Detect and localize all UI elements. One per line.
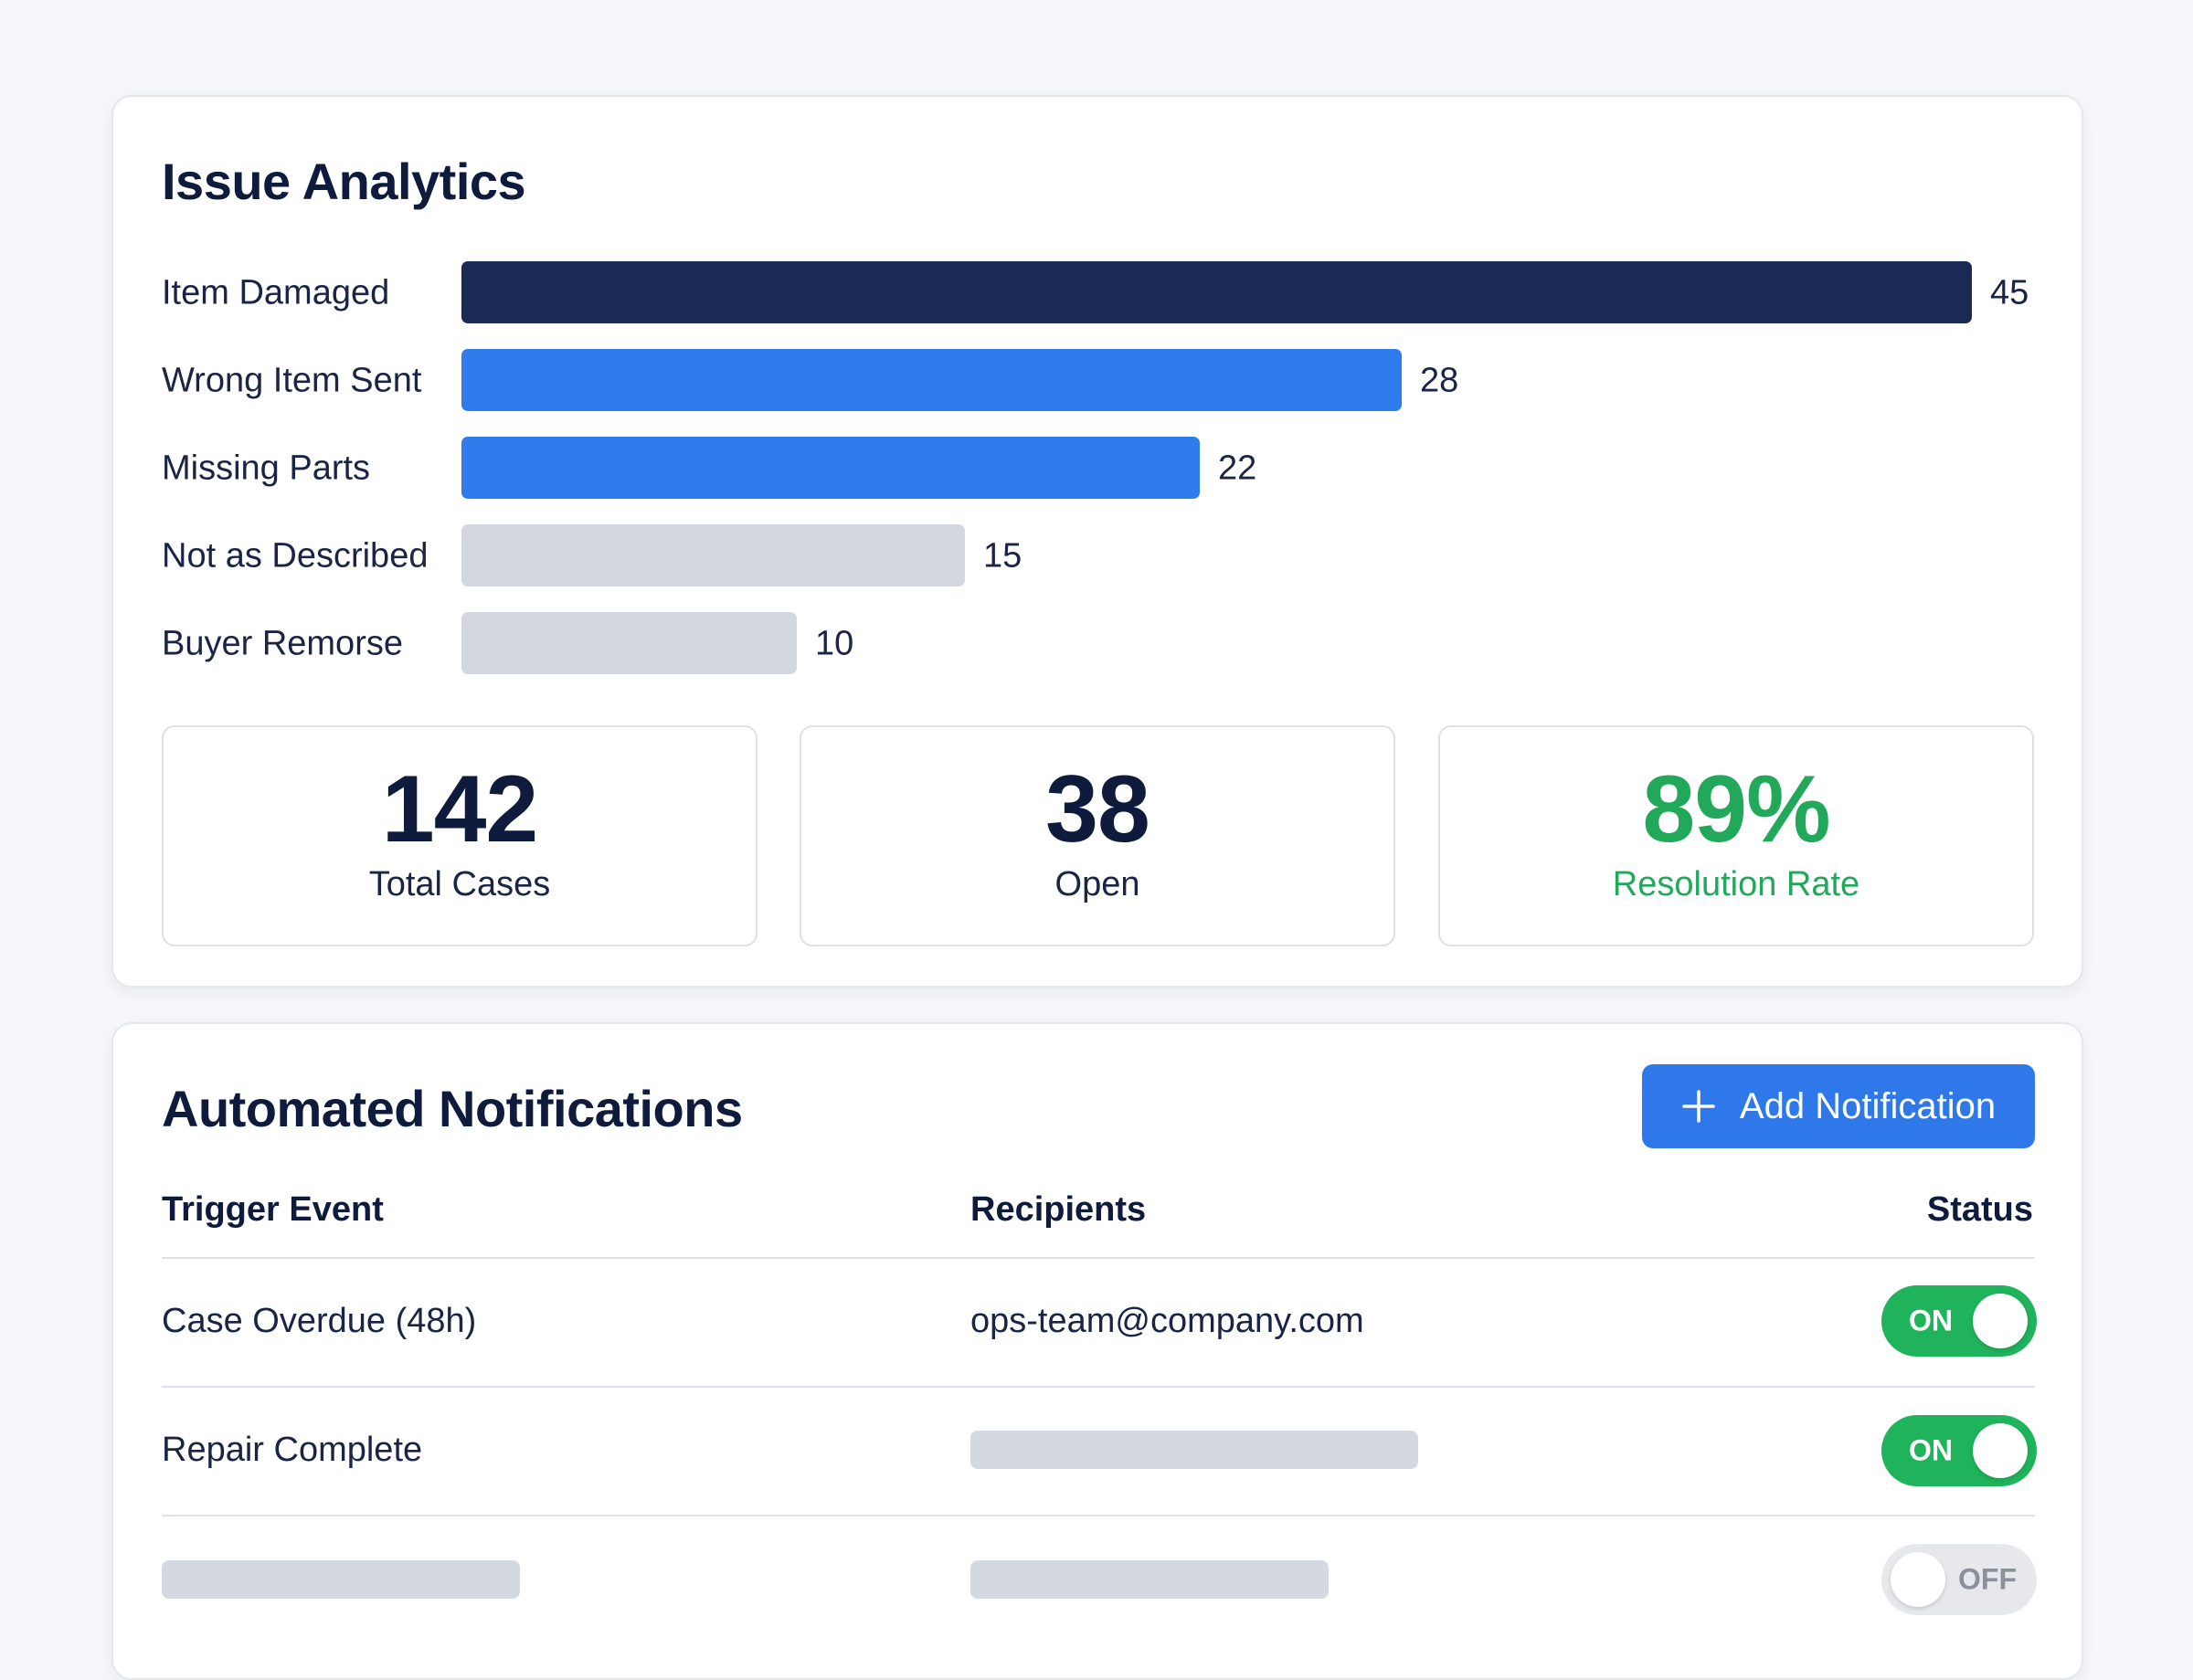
bar-value-label: 28 xyxy=(1420,361,1459,400)
automated-notifications-card: Automated Notifications Add Notification… xyxy=(111,1022,2083,1680)
column-header-trigger: Trigger Event xyxy=(162,1190,384,1229)
bar-row: Missing Parts 22 xyxy=(162,437,2035,501)
bar-label: Missing Parts xyxy=(162,449,371,488)
toggle-knob xyxy=(1891,1552,1945,1607)
bar-value-label: 45 xyxy=(1990,273,2029,312)
bar-row: Wrong Item Sent 28 xyxy=(162,349,2035,413)
bar-label: Item Damaged xyxy=(162,273,390,312)
trigger-placeholder xyxy=(162,1560,520,1599)
add-notification-label: Add Notification xyxy=(1739,1085,1997,1126)
bar-label: Wrong Item Sent xyxy=(162,361,422,400)
stat-open-label: Open xyxy=(1054,865,1140,903)
bar xyxy=(461,349,1402,411)
toggle-state-label: ON xyxy=(1909,1433,1953,1467)
toggle-knob xyxy=(1973,1294,2028,1348)
stat-total-value: 142 xyxy=(381,756,539,862)
stat-resolution-label: Resolution Rate xyxy=(1612,865,1860,903)
row-divider xyxy=(162,1515,2035,1516)
status-toggle[interactable]: ON xyxy=(1881,1415,2037,1486)
recipients-placeholder xyxy=(970,1431,1418,1469)
bar-label: Buyer Remorse xyxy=(162,624,403,663)
bar-row: Buyer Remorse 10 xyxy=(162,612,2035,676)
bar-value-label: 15 xyxy=(983,536,1022,576)
add-notification-button[interactable]: Add Notification xyxy=(1642,1064,2035,1148)
bar xyxy=(461,612,797,674)
column-header-status: Status xyxy=(1926,1190,2033,1229)
status-toggle[interactable]: OFF xyxy=(1881,1544,2037,1615)
bar xyxy=(461,261,1972,323)
recipients-placeholder xyxy=(970,1560,1329,1599)
bar xyxy=(461,437,1200,499)
stat-open: 38 Open xyxy=(800,725,1395,946)
issue-analytics-card: Issue Analytics Item Damaged 45 Wrong Item… xyxy=(111,95,2083,988)
column-header-recipients: Recipients xyxy=(970,1190,1147,1229)
table-divider xyxy=(162,1257,2035,1259)
recipients-cell: ops-team@company.com xyxy=(970,1302,1364,1340)
toggle-state-label: OFF xyxy=(1958,1562,2017,1596)
stat-open-value: 38 xyxy=(1045,756,1150,862)
stat-resolution-value: 89% xyxy=(1642,756,1830,862)
stat-total-cases: 142 Total Cases xyxy=(162,725,757,946)
bar-value-label: 22 xyxy=(1218,449,1257,488)
bar xyxy=(461,524,965,586)
stat-total-label: Total Cases xyxy=(368,865,551,903)
toggle-state-label: ON xyxy=(1909,1304,1953,1337)
plus-icon xyxy=(1681,1089,1716,1124)
bar-row: Not as Described 15 xyxy=(162,524,2035,588)
bar-row: Item Damaged 45 xyxy=(162,261,2035,325)
status-toggle[interactable]: ON xyxy=(1881,1285,2037,1357)
notifications-title: Automated Notifications xyxy=(162,1080,743,1137)
bar-value-label: 10 xyxy=(815,624,854,663)
stat-resolution-rate: 89% Resolution Rate xyxy=(1438,725,2034,946)
trigger-cell: Repair Complete xyxy=(162,1431,423,1469)
bar-label: Not as Described xyxy=(162,536,429,576)
issue-analytics-title: Issue Analytics xyxy=(162,153,526,210)
toggle-knob xyxy=(1973,1423,2028,1478)
trigger-cell: Case Overdue (48h) xyxy=(162,1302,477,1340)
row-divider xyxy=(162,1386,2035,1388)
